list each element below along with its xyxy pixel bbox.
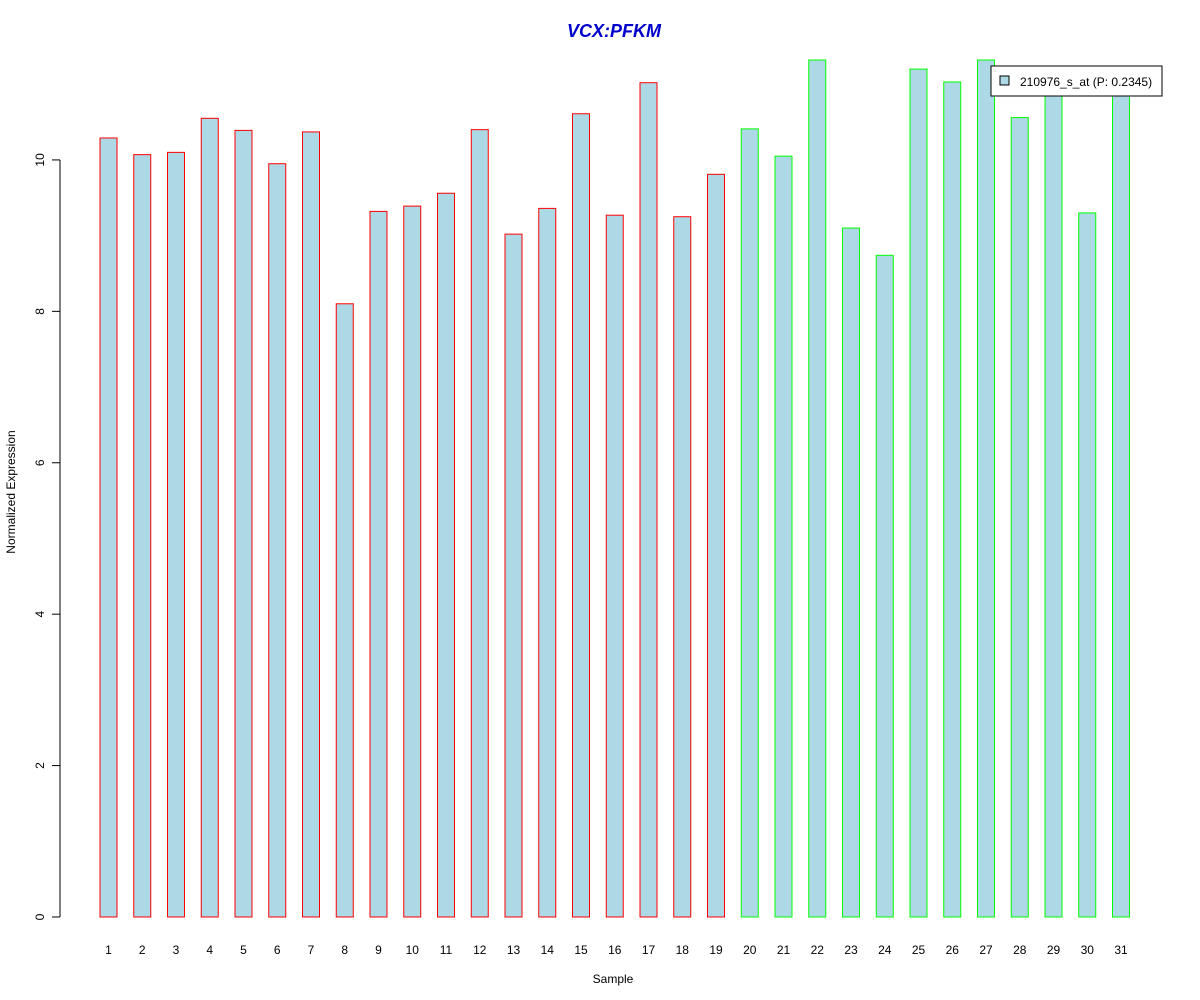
bar — [808, 59, 827, 918]
bar — [335, 303, 354, 918]
bar — [1112, 79, 1130, 918]
x-tick-label: 19 — [709, 943, 723, 957]
x-tick-label: 18 — [676, 943, 690, 957]
bar — [302, 131, 320, 918]
x-tick-label: 3 — [173, 943, 180, 957]
x-tick-labels: 1 2 3 4 5 6 7 8 9 10 11 12 13 14 15 16 17 18 19 20 21 22 23 24 2… — [105, 943, 1128, 957]
x-tick-label: 27 — [979, 943, 993, 957]
bar — [504, 233, 523, 918]
bar — [234, 129, 253, 918]
bar — [1044, 79, 1063, 918]
x-tick-label: 4 — [206, 943, 213, 957]
bar — [167, 151, 185, 918]
x-tick-label: 13 — [507, 943, 521, 957]
bar — [707, 173, 725, 918]
legend-label: 210976_s_at (P: 0.2345) — [1020, 75, 1152, 89]
bar — [977, 59, 995, 918]
x-tick-label: 11 — [440, 943, 453, 957]
x-tick-label: 29 — [1047, 943, 1061, 957]
bar — [673, 216, 692, 918]
bar — [1078, 212, 1097, 918]
x-tick-label: 24 — [878, 943, 892, 957]
y-tick-label: 0 — [33, 913, 47, 920]
x-tick-label: 26 — [946, 943, 960, 957]
x-tick-label: 5 — [240, 943, 247, 957]
x-tick-label: 16 — [608, 943, 622, 957]
x-tick-label: 28 — [1013, 943, 1027, 957]
bar — [774, 155, 793, 918]
bar — [875, 254, 894, 918]
bar — [200, 117, 219, 918]
y-tick-label: 4 — [33, 611, 47, 618]
x-tick-label: 30 — [1081, 943, 1095, 957]
x-tick-label: 22 — [811, 943, 825, 957]
y-axis: 0 2 4 6 8 10 — [33, 153, 61, 920]
legend: 210976_s_at (P: 0.2345) — [990, 65, 1163, 97]
x-axis-label: Sample — [593, 972, 634, 986]
x-tick-label: 7 — [308, 943, 315, 957]
bar — [133, 154, 152, 918]
bars-group — [99, 59, 1130, 918]
x-tick-label: 12 — [473, 943, 487, 957]
x-tick-label: 2 — [139, 943, 146, 957]
bar — [909, 68, 928, 918]
x-tick-label: 8 — [341, 943, 348, 957]
bar — [99, 137, 118, 918]
x-tick-label: 6 — [274, 943, 281, 957]
bar — [403, 205, 422, 918]
x-tick-label: 1 — [105, 943, 112, 957]
bar — [538, 207, 557, 918]
x-tick-label: 25 — [912, 943, 926, 957]
bar — [740, 128, 759, 918]
y-tick-label: 2 — [33, 762, 47, 769]
bar — [369, 210, 388, 918]
x-tick-label: 31 — [1114, 943, 1128, 957]
bar — [1010, 117, 1029, 918]
x-tick-label: 23 — [844, 943, 858, 957]
bar — [639, 82, 658, 918]
bar — [572, 113, 590, 918]
x-tick-label: 14 — [541, 943, 555, 957]
bar — [943, 81, 962, 918]
x-tick-label: 15 — [574, 943, 588, 957]
y-axis-label: Normalized Expression — [4, 430, 18, 553]
y-tick-label: 10 — [33, 153, 47, 167]
legend-swatch — [999, 75, 1010, 86]
chart-title: VCX:PFKM — [567, 21, 662, 41]
legend-box — [990, 65, 1163, 97]
bar — [842, 227, 860, 918]
x-tick-label: 20 — [743, 943, 757, 957]
y-tick-label: 6 — [33, 459, 47, 466]
y-tick-label: 8 — [33, 308, 47, 315]
bar — [470, 129, 489, 918]
x-tick-label: 17 — [642, 943, 656, 957]
bar — [437, 192, 455, 918]
x-tick-label: 9 — [375, 943, 382, 957]
x-tick-label: 10 — [406, 943, 420, 957]
bar — [605, 214, 624, 918]
x-tick-label: 21 — [777, 943, 791, 957]
bar — [268, 163, 287, 918]
